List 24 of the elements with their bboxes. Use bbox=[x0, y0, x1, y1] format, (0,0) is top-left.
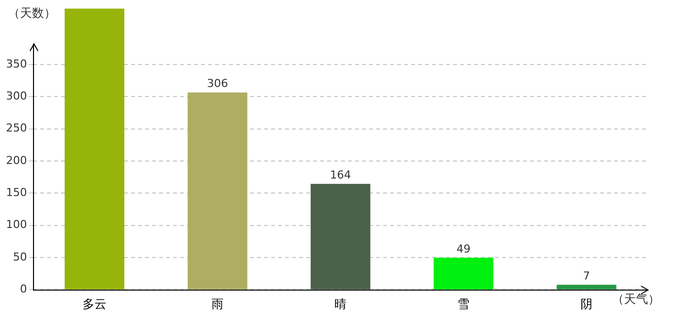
data-label: 306 bbox=[207, 77, 228, 90]
y-tick-label: 250 bbox=[6, 122, 27, 135]
y-tick-label: 100 bbox=[6, 218, 27, 232]
y-tick-label: 200 bbox=[6, 154, 27, 167]
x-tick-label: 晴 bbox=[334, 296, 346, 311]
bar bbox=[310, 184, 370, 290]
y-tick-label: 350 bbox=[6, 57, 27, 70]
bar bbox=[434, 258, 494, 290]
y-tick-label: 300 bbox=[6, 90, 27, 103]
x-tick-label: 阴 bbox=[580, 296, 592, 311]
bar bbox=[188, 92, 248, 290]
x-axis-title: （天气） bbox=[612, 292, 660, 306]
bar bbox=[64, 8, 124, 290]
data-label: 49 bbox=[456, 242, 470, 256]
bar bbox=[556, 284, 616, 290]
data-label: 7 bbox=[583, 269, 590, 282]
x-tick-label: 雨 bbox=[212, 296, 224, 311]
x-tick-label: 雪 bbox=[458, 296, 470, 311]
y-tick-label: 50 bbox=[13, 250, 27, 264]
x-tick-label: 多云 bbox=[82, 296, 106, 311]
y-tick-label: 0 bbox=[20, 282, 27, 296]
y-tick-label: 150 bbox=[6, 186, 27, 200]
y-axis-title: （天数） bbox=[8, 6, 56, 20]
data-label: 164 bbox=[330, 168, 351, 182]
